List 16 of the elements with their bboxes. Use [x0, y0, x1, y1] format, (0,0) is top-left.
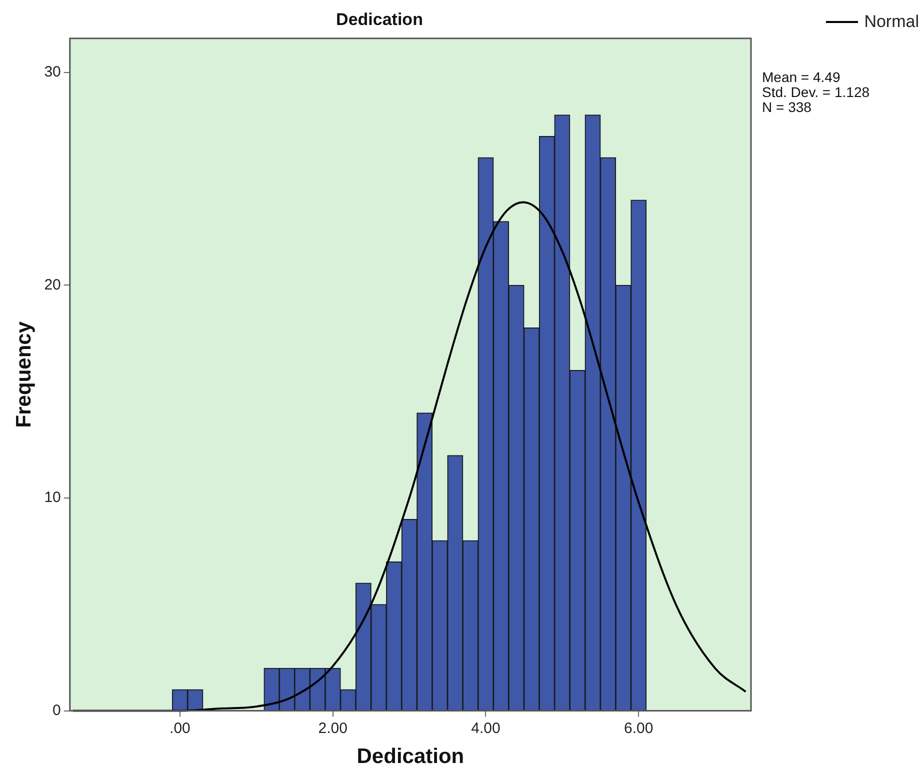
y-tick-label: 0: [52, 702, 61, 719]
y-tick-label: 10: [44, 489, 61, 506]
text: N = 338: [762, 99, 812, 115]
line-series: [72, 201, 747, 712]
text: Std. Dev. = 1.128: [762, 84, 870, 100]
text: Mean = 4.49: [762, 69, 842, 85]
y-tick-label: 20: [44, 276, 61, 294]
legend-label: Normal: [864, 12, 919, 32]
x-tick-label: 4.00: [471, 720, 500, 737]
x-tick-label: .00: [170, 720, 190, 737]
x-tick-label: 6.00: [624, 720, 654, 737]
chart-title: Dedication: [336, 10, 423, 29]
x-axis-title: Dedication: [356, 745, 464, 768]
x-tick-label: 2.00: [318, 720, 348, 737]
y-tick-label: 30: [44, 64, 61, 81]
y-axis-title: Frequency: [12, 321, 36, 428]
